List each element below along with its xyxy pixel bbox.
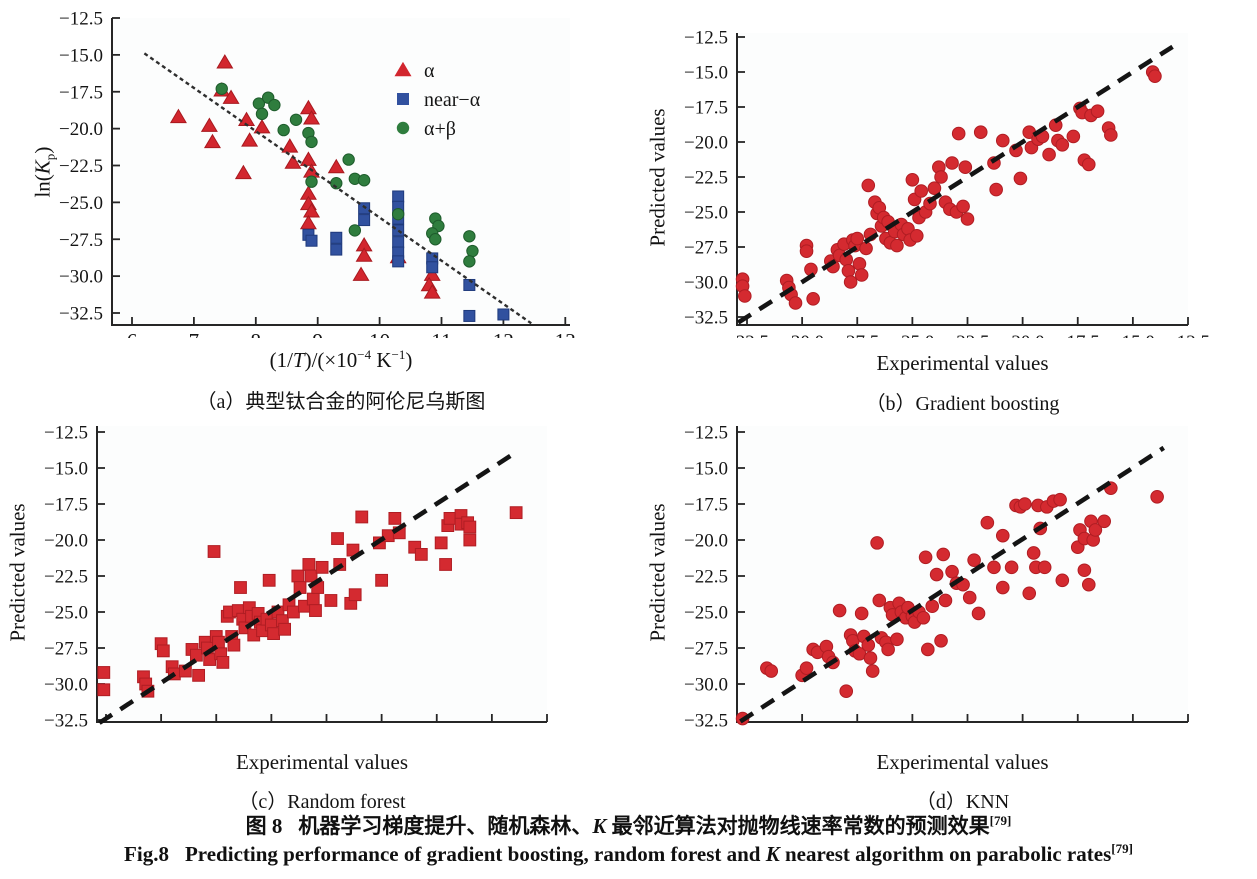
- svg-text:−27.5: −27.5: [684, 639, 728, 660]
- svg-text:−15.0: −15.0: [470, 729, 514, 732]
- x-axis-label-b: Experimental values: [876, 351, 1049, 375]
- svg-text:−25.0: −25.0: [59, 193, 103, 214]
- svg-text:−12.5: −12.5: [684, 423, 728, 444]
- svg-text:−17.5: −17.5: [1056, 332, 1100, 338]
- svg-text:−20.0: −20.0: [1001, 332, 1045, 338]
- panel-d: −32.5 −30.0 −27.5 −25.0 −22.5 −20.0 −17.5 −15.0…: [620, 420, 1257, 814]
- svg-text:−22.5: −22.5: [59, 156, 103, 177]
- reference-superscript: [79]: [1111, 841, 1133, 856]
- svg-text:−22.5: −22.5: [684, 168, 728, 189]
- svg-text:−25.0: −25.0: [684, 203, 728, 224]
- svg-text:−17.5: −17.5: [684, 98, 728, 119]
- svg-text:−25.0: −25.0: [249, 729, 293, 732]
- svg-text:−25.0: −25.0: [890, 332, 934, 338]
- svg-text:12: 12: [493, 329, 514, 338]
- svg-text:−17.5: −17.5: [44, 495, 88, 516]
- subplot-title-d: （d）KNN: [915, 791, 1010, 813]
- svg-text:−27.5: −27.5: [835, 332, 879, 338]
- svg-text:−22.5: −22.5: [946, 332, 990, 338]
- svg-text:−22.5: −22.5: [684, 567, 728, 588]
- svg-text:−15.0: −15.0: [1111, 332, 1155, 338]
- svg-text:−20.0: −20.0: [684, 531, 728, 552]
- y-axis-label-a: ln(Kp): [30, 146, 58, 198]
- subplot-title-b: （b）Gradient boosting: [865, 393, 1060, 415]
- arrhenius-plot: 6 7 8 9 10 11 12 13 −12.5 −15.0 −17.5 −20.0 −22.5 −25…: [59, 9, 576, 339]
- svg-text:−32.5: −32.5: [84, 729, 128, 732]
- reference-superscript: [79]: [989, 813, 1012, 828]
- svg-text:9: 9: [312, 329, 323, 338]
- svg-text:−12.5: −12.5: [1166, 332, 1210, 338]
- svg-text:−30.0: −30.0: [59, 267, 103, 288]
- svg-text:−20.0: −20.0: [44, 531, 88, 552]
- panel-c: −32.5 −30.0 −27.5 −25.0 −22.5 −20.0 −17.5 −15.0…: [0, 420, 620, 814]
- svg-text:−17.5: −17.5: [415, 729, 459, 732]
- svg-text:−25.0: −25.0: [44, 603, 88, 624]
- svg-text:6: 6: [127, 329, 138, 338]
- svg-text:near−α: near−α: [424, 89, 481, 111]
- svg-text:−17.5: −17.5: [1056, 729, 1100, 732]
- svg-text:−32.5: −32.5: [684, 711, 728, 732]
- svg-text:−15.0: −15.0: [44, 459, 88, 480]
- y-axis-label-b: Predicted values: [645, 108, 670, 247]
- svg-text:−32.5: −32.5: [59, 304, 103, 325]
- panel-a: 6 7 8 9 10 11 12 13 −12.5 −15.0 −17.5 −20.0 −22.5 −25…: [0, 0, 620, 420]
- y-axis-label-c: Predicted values: [5, 503, 30, 642]
- gradient-boosting-plot: −32.5 −30.0 −27.5 −25.0 −22.5 −20.0 −17.5 −15.0…: [684, 28, 1210, 339]
- svg-text:−27.5: −27.5: [44, 639, 88, 660]
- subplot-title-c: （c）Random forest: [238, 791, 406, 813]
- x-axis-label-c: Experimental values: [235, 750, 409, 774]
- svg-text:−15.0: −15.0: [684, 459, 728, 480]
- y-axis-label-d: Predicted values: [645, 503, 670, 642]
- svg-text:α+β: α+β: [424, 118, 456, 140]
- svg-text:−12.5: −12.5: [44, 423, 88, 444]
- svg-text:−20.0: −20.0: [1001, 729, 1045, 732]
- svg-text:−30.0: −30.0: [780, 729, 824, 732]
- svg-text:−30.0: −30.0: [684, 273, 728, 294]
- knn-plot: −32.5 −30.0 −27.5 −25.0 −22.5 −20.0 −17.5 −15.0…: [684, 423, 1210, 733]
- svg-text:−22.5: −22.5: [305, 729, 349, 732]
- svg-text:−12.5: −12.5: [525, 729, 569, 732]
- subplot-title-a: （a）典型钛合金的阿伦尼乌斯图: [196, 391, 486, 413]
- svg-text:−27.5: −27.5: [684, 238, 728, 259]
- svg-text:7: 7: [189, 329, 200, 338]
- svg-text:−22.5: −22.5: [946, 729, 990, 732]
- svg-text:−27.5: −27.5: [194, 729, 238, 732]
- svg-text:−27.5: −27.5: [59, 230, 103, 251]
- svg-text:−17.5: −17.5: [684, 495, 728, 516]
- svg-text:−15.0: −15.0: [59, 45, 103, 66]
- svg-text:−20.0: −20.0: [360, 729, 404, 732]
- svg-text:−30.0: −30.0: [780, 332, 824, 338]
- svg-text:−25.0: −25.0: [684, 603, 728, 624]
- svg-text:−30.0: −30.0: [44, 675, 88, 696]
- svg-text:−30.0: −30.0: [684, 675, 728, 696]
- random-forest-plot: −32.5 −30.0 −27.5 −25.0 −22.5 −20.0 −17.5 −15.0…: [44, 423, 569, 733]
- svg-text:−32.5: −32.5: [684, 308, 728, 329]
- svg-text:−15.0: −15.0: [1111, 729, 1155, 732]
- svg-text:13: 13: [555, 329, 576, 338]
- svg-text:−20.0: −20.0: [59, 119, 103, 140]
- svg-text:8: 8: [251, 329, 262, 338]
- svg-text:−32.5: −32.5: [44, 711, 88, 732]
- x-axis-label-a: (1/T)/(×10−4 K−1): [269, 347, 413, 372]
- panel-b: −32.5 −30.0 −27.5 −25.0 −22.5 −20.0 −17.5 −15.0…: [620, 0, 1257, 420]
- svg-text:−12.5: −12.5: [684, 28, 728, 49]
- svg-text:−12.5: −12.5: [1166, 729, 1210, 732]
- svg-text:−30.0: −30.0: [139, 729, 183, 732]
- svg-text:−12.5: −12.5: [59, 9, 103, 30]
- svg-text:−17.5: −17.5: [59, 82, 103, 103]
- svg-text:−27.5: −27.5: [835, 729, 879, 732]
- svg-text:−32.5: −32.5: [725, 729, 769, 732]
- svg-text:α: α: [424, 60, 435, 82]
- x-axis-label-d: Experimental values: [876, 750, 1049, 774]
- svg-text:−20.0: −20.0: [684, 133, 728, 154]
- figure-caption-en: Fig.8 Predicting performance of gradient …: [124, 841, 1133, 866]
- svg-text:−32.5: −32.5: [725, 332, 769, 338]
- figure-caption-zh: 图 8 机器学习梯度提升、随机森林、K 最邻近算法对抛物线速率常数的预测效果[79…: [245, 813, 1012, 838]
- svg-text:−22.5: −22.5: [44, 567, 88, 588]
- svg-text:−15.0: −15.0: [684, 63, 728, 84]
- svg-text:11: 11: [431, 329, 451, 338]
- svg-text:−25.0: −25.0: [890, 729, 934, 732]
- svg-text:10: 10: [369, 329, 390, 338]
